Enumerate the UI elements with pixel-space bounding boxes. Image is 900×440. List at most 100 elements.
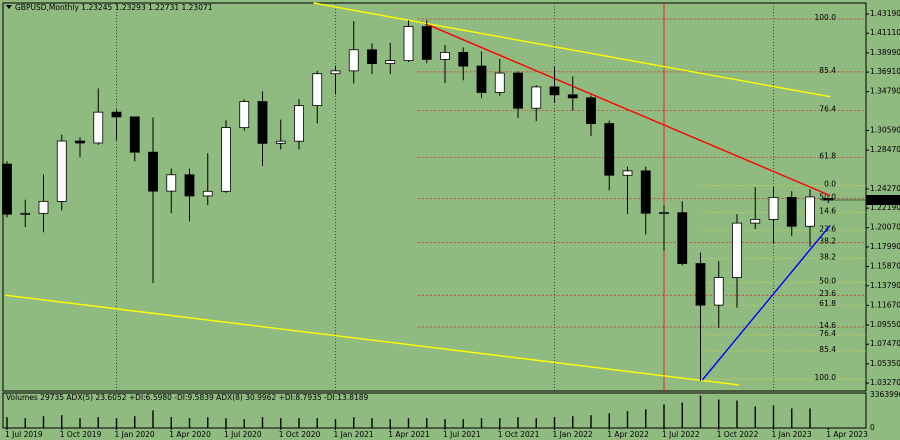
x-tick-label: 1 Jan 2023 xyxy=(772,430,812,439)
fib-label: 14.6 xyxy=(819,321,836,330)
fib-label: 50.0 xyxy=(819,193,836,202)
x-tick-label: 1 Jul 2021 xyxy=(443,430,481,439)
candle-body xyxy=(184,174,195,197)
y-tick-label: 1.28470 xyxy=(870,145,900,154)
fib-label: 38.2 xyxy=(819,236,836,245)
candle-body xyxy=(640,170,651,214)
candle-body xyxy=(421,26,432,60)
candle-body xyxy=(56,140,67,202)
candle-body xyxy=(275,140,286,144)
chart-title: GBPUSD,Monthly 1.23245 1.23293 1.22731 1… xyxy=(15,3,213,12)
x-tick-label: 1 Apr 2021 xyxy=(388,430,430,439)
x-tick-label: 1 Apr 2022 xyxy=(607,430,649,439)
fib-label: 76.4 xyxy=(819,105,836,114)
candle-body xyxy=(786,197,797,227)
candle-body xyxy=(166,174,177,192)
fib-label: 85.4 xyxy=(819,345,836,354)
volume-tick-label: 3363996 xyxy=(870,390,900,399)
trend-line xyxy=(5,294,739,386)
candle-body xyxy=(768,197,779,220)
trend-line xyxy=(313,2,831,98)
x-tick-label: 1 Jul 2022 xyxy=(662,430,700,439)
y-tick-label: 1.22190 xyxy=(870,203,900,212)
candle-body xyxy=(695,263,706,306)
x-tick-label: 1 Jul 2019 xyxy=(5,430,43,439)
x-tick-label: 1 Oct 2021 xyxy=(498,430,540,439)
fib-label: 50.0 xyxy=(819,276,836,285)
candle-body xyxy=(348,49,359,72)
candle-body xyxy=(294,105,304,142)
candle-body xyxy=(385,60,396,64)
fib-label: 76.4 xyxy=(819,329,836,338)
candle-body xyxy=(440,52,450,60)
candle-body xyxy=(622,170,633,176)
y-tick-label: 1.41110 xyxy=(870,28,900,37)
candle-body xyxy=(604,123,615,176)
volume-label: Volumes 29735 ADX(5) 23.6052 +DI:6.5980 … xyxy=(6,393,368,402)
y-tick-label: 1.09550 xyxy=(870,320,900,329)
candle-body xyxy=(567,94,578,99)
x-tick-label: 1 Apr 2020 xyxy=(169,430,211,439)
fib-label: 38.2 xyxy=(819,252,836,261)
fib-label: 23.6 xyxy=(819,289,836,298)
candle-body xyxy=(111,111,122,118)
candle-body xyxy=(367,49,377,64)
y-tick-label: 1.38990 xyxy=(870,48,900,57)
candle-body xyxy=(750,219,761,224)
fib-label: 14.6 xyxy=(819,206,836,215)
x-tick-label: 1 Jan 2022 xyxy=(553,430,593,439)
candle-body xyxy=(38,200,49,214)
x-tick-label: 1 Oct 2020 xyxy=(279,430,321,439)
fib-label: 100.0 xyxy=(815,373,837,382)
y-tick-label: 1.17990 xyxy=(870,242,900,251)
volume-panel-frame xyxy=(2,392,867,429)
last-price-box xyxy=(866,194,900,205)
y-tick-label: 1.36910 xyxy=(870,67,900,76)
fib-label: 61.8 xyxy=(819,299,836,308)
candle-body xyxy=(458,52,469,67)
candle-body xyxy=(403,26,414,61)
y-tick-label: 1.15870 xyxy=(870,262,900,271)
x-tick-label: 1 Jul 2020 xyxy=(224,430,262,439)
volume-tick-label: 0 xyxy=(870,423,875,432)
candle-body xyxy=(713,277,724,306)
candle-body xyxy=(586,97,596,124)
candle-body xyxy=(805,196,815,227)
y-tick-label: 1.34790 xyxy=(870,87,900,96)
y-tick-label: 1.30590 xyxy=(870,125,900,134)
candle-body xyxy=(239,101,250,129)
fib-label: 61.8 xyxy=(819,152,836,161)
x-tick-label: 1 Oct 2022 xyxy=(717,430,759,439)
y-tick-label: 1.24270 xyxy=(870,184,900,193)
y-tick-label: 1.43190 xyxy=(870,9,900,18)
y-tick-label: 1.11670 xyxy=(870,300,900,309)
candle-body xyxy=(476,65,487,93)
last-price-label: 1.23071 xyxy=(869,195,900,204)
candle-body xyxy=(129,116,140,153)
x-tick-label: 1 Jan 2020 xyxy=(115,430,155,439)
y-tick-label: 1.13790 xyxy=(870,281,900,290)
candle-body xyxy=(75,140,85,144)
candle-body xyxy=(513,72,523,109)
candle-body xyxy=(677,212,688,264)
candle-body xyxy=(20,212,31,215)
candle-body xyxy=(257,101,268,144)
candle-body xyxy=(531,86,542,109)
candle-body xyxy=(312,73,323,107)
candle-body xyxy=(330,70,341,75)
y-tick-label: 1.03270 xyxy=(870,378,900,387)
x-tick-label: 1 Jan 2021 xyxy=(334,430,374,439)
trend-line xyxy=(701,224,831,381)
candle-body xyxy=(93,111,104,144)
candle-body xyxy=(494,72,505,93)
x-tick-label: 1 Oct 2019 xyxy=(60,430,102,439)
fib-label: 85.4 xyxy=(819,66,836,75)
fib-label: 0.0 xyxy=(824,179,836,188)
title-marker xyxy=(6,5,12,9)
y-tick-label: 1.20070 xyxy=(870,223,900,232)
candle-body xyxy=(148,151,158,192)
y-tick-label: 1.07470 xyxy=(870,339,900,348)
candle-body xyxy=(549,86,560,96)
